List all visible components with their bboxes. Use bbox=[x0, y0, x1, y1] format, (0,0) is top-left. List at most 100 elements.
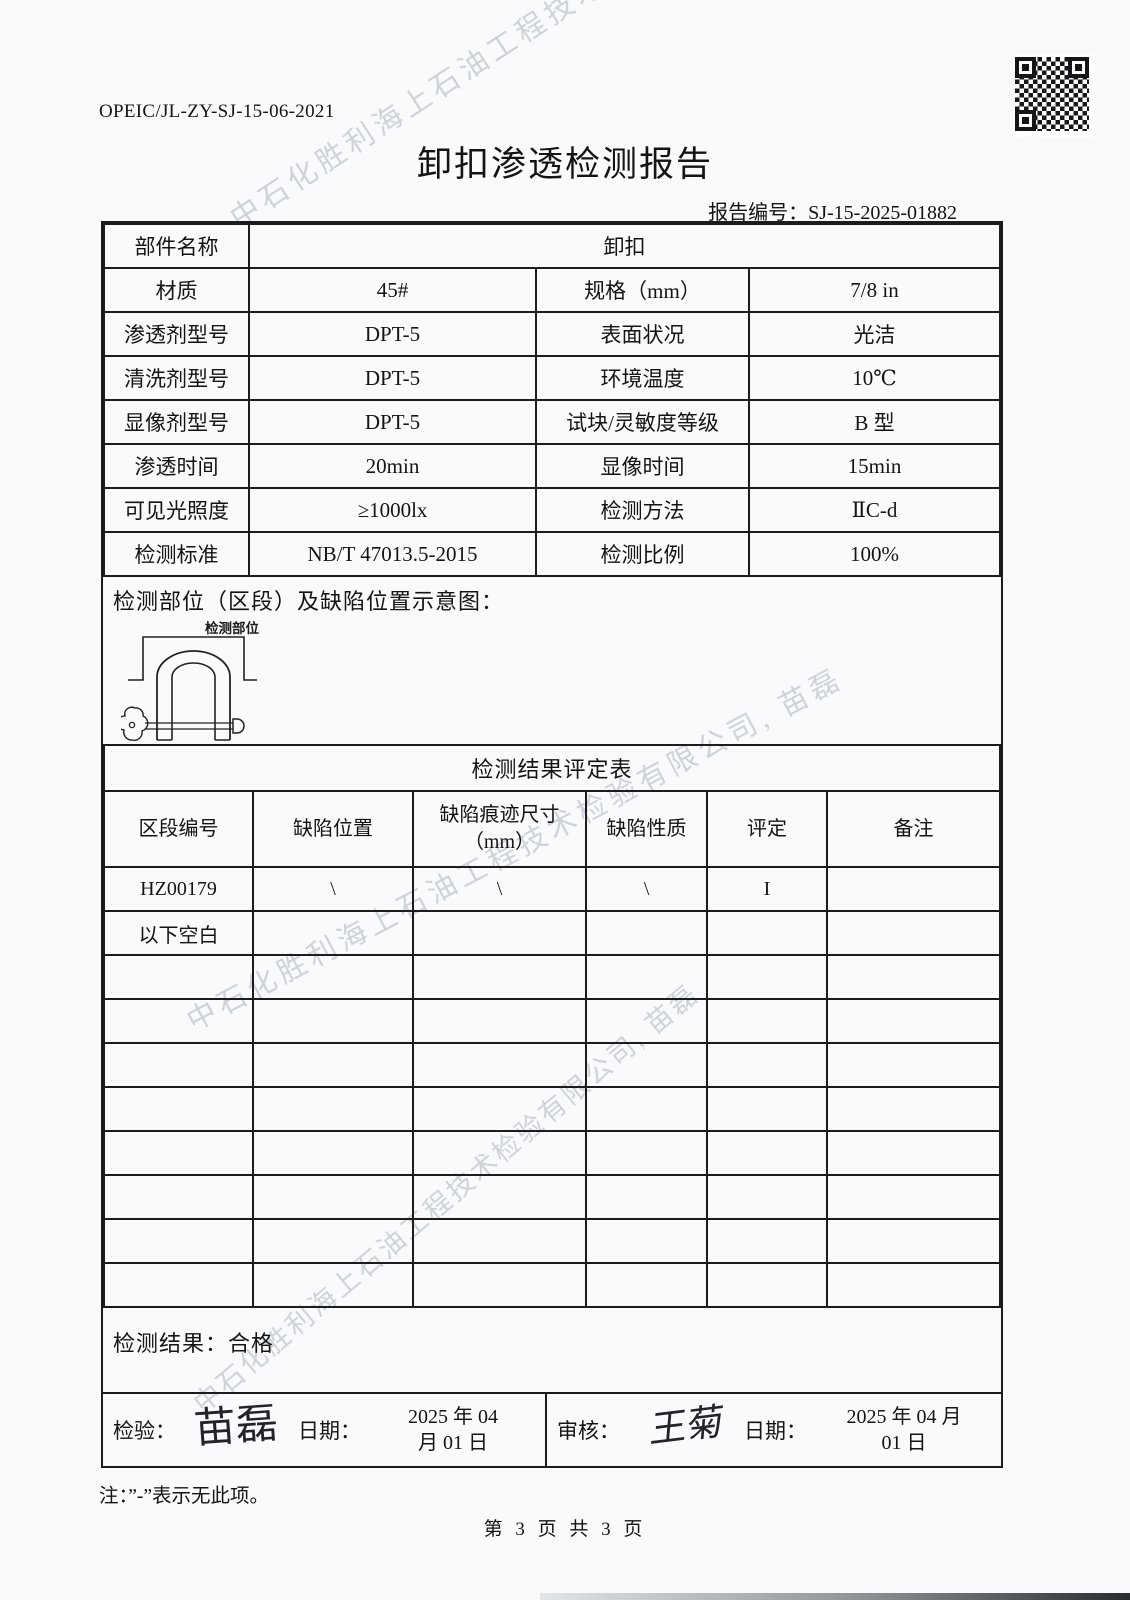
empty-cell bbox=[585, 954, 708, 1000]
field-value: DPT-5 bbox=[248, 355, 537, 401]
table-row bbox=[103, 1218, 1001, 1264]
cell-defect-size: \ bbox=[412, 866, 587, 912]
empty-cell bbox=[412, 1086, 587, 1132]
pin-head-hole bbox=[128, 721, 136, 729]
report-number-value: SJ-15-2025-01882 bbox=[808, 202, 957, 224]
empty-cell bbox=[706, 1174, 828, 1220]
empty-cell bbox=[103, 1042, 254, 1088]
empty-cell bbox=[412, 1218, 587, 1264]
empty-cell bbox=[412, 998, 587, 1044]
table-row bbox=[103, 1086, 1001, 1132]
shackle-diagram: 检测部位 bbox=[121, 620, 259, 741]
table-row: 渗透时间 20min 显像时间 15min bbox=[103, 443, 1001, 489]
reviewer-date-value: 2025 年 04 月 01 日 bbox=[846, 1406, 962, 1454]
inspector-date-label: 日期： bbox=[298, 1419, 362, 1443]
table-row bbox=[103, 1262, 1001, 1308]
empty-cell bbox=[706, 954, 828, 1000]
empty-cell bbox=[252, 1218, 414, 1264]
empty-cell bbox=[252, 1042, 414, 1088]
field-value: B 型 bbox=[748, 399, 1001, 445]
empty-cell bbox=[706, 1086, 828, 1132]
empty-cell bbox=[103, 1174, 254, 1220]
footnote: 注：”-”表示无此项。 bbox=[99, 1486, 270, 1507]
empty-cell bbox=[826, 1042, 1001, 1088]
empty-cell bbox=[706, 1262, 828, 1308]
conclusion-label: 检测结果： bbox=[113, 1331, 229, 1356]
empty-cell bbox=[103, 1262, 254, 1308]
inspector-label: 检验： bbox=[113, 1419, 176, 1443]
empty-cell bbox=[412, 1130, 587, 1176]
field-value: 45# bbox=[248, 267, 537, 313]
table-row: 渗透剂型号 DPT-5 表面状况 光洁 bbox=[103, 311, 1001, 357]
sketch-caption: 检测部位（区段）及缺陷位置示意图： bbox=[113, 589, 505, 614]
field-label: 可见光照度 bbox=[103, 487, 250, 533]
field-label: 表面状况 bbox=[535, 311, 750, 357]
cell-rating bbox=[706, 910, 828, 956]
empty-cell bbox=[826, 1262, 1001, 1308]
empty-cell bbox=[706, 1218, 828, 1264]
results-title: 检测结果评定表 bbox=[103, 744, 1001, 792]
empty-cell bbox=[103, 954, 254, 1000]
empty-cell bbox=[826, 1218, 1001, 1264]
empty-cell bbox=[826, 1086, 1001, 1132]
field-label: 试块/灵敏度等级 bbox=[535, 399, 750, 445]
table-row bbox=[103, 1130, 1001, 1176]
field-label: 检测标准 bbox=[103, 531, 250, 577]
table-row: 以下空白 bbox=[103, 910, 1001, 956]
reviewer-signature: 王菊 bbox=[648, 1401, 726, 1452]
part-name-label: 部件名称 bbox=[103, 223, 250, 269]
field-label: 环境温度 bbox=[535, 355, 750, 401]
column-header: 缺陷性质 bbox=[585, 790, 708, 868]
empty-cell bbox=[252, 998, 414, 1044]
reviewer-block: 审核： 王菊 日期： 2025 年 04 月 01 日 bbox=[545, 1394, 1001, 1466]
table-row: HZ00179 \ \ \ I bbox=[103, 866, 1001, 912]
column-header: 缺陷位置 bbox=[252, 790, 414, 868]
signoff-row: 检验： 苗磊 日期： 2025 年 04 月 01 日 审核： 王菊 日期： 2… bbox=[103, 1392, 1001, 1466]
empty-cell bbox=[585, 1086, 708, 1132]
empty-cell bbox=[706, 998, 828, 1044]
inspector-signature: 苗磊 bbox=[192, 1401, 280, 1453]
field-label: 材质 bbox=[103, 267, 250, 313]
column-header: 缺陷痕迹尺寸 （mm） bbox=[412, 790, 587, 868]
empty-cell bbox=[252, 1262, 414, 1308]
report-number: 报告编号：SJ-15-2025-01882 bbox=[0, 196, 957, 225]
field-label: 检测方法 bbox=[535, 487, 750, 533]
table-row bbox=[103, 1174, 1001, 1220]
results-header-row: 区段编号 缺陷位置 缺陷痕迹尺寸 （mm） 缺陷性质 评定 备注 bbox=[103, 790, 1001, 868]
empty-cell bbox=[826, 1130, 1001, 1176]
field-value: 光洁 bbox=[748, 311, 1001, 357]
pin-head-left bbox=[121, 706, 149, 741]
empty-cell bbox=[103, 1218, 254, 1264]
qr-code-icon bbox=[1013, 55, 1095, 137]
cell-defect-location bbox=[252, 910, 414, 956]
empty-cell bbox=[585, 1042, 708, 1088]
empty-cell bbox=[412, 1042, 587, 1088]
table-row: 检测标准 NB/T 47013.5-2015 检测比例 100% bbox=[103, 531, 1001, 577]
field-label: 清洗剂型号 bbox=[103, 355, 250, 401]
cell-rating: I bbox=[706, 866, 828, 912]
field-label: 规格（mm） bbox=[535, 267, 750, 313]
field-label: 显像时间 bbox=[535, 443, 750, 489]
results-table: 检测结果评定表 区段编号 缺陷位置 缺陷痕迹尺寸 （mm） 缺陷性质 评定 备注… bbox=[103, 744, 1001, 1308]
cell-defect-size bbox=[412, 910, 587, 956]
info-table: 部件名称 卸扣 材质 45# 规格（mm） 7/8 in 渗透剂型号 DPT-5… bbox=[103, 223, 1001, 577]
qr-finder-icon bbox=[1068, 57, 1089, 78]
inspection-zone-bracket bbox=[128, 636, 257, 681]
table-row bbox=[103, 954, 1001, 1000]
empty-cell bbox=[585, 1262, 708, 1308]
empty-cell bbox=[585, 1174, 708, 1220]
field-value: DPT-5 bbox=[248, 399, 537, 445]
page-title: 卸扣渗透检测报告 bbox=[416, 145, 713, 184]
field-value: 20min bbox=[248, 443, 537, 489]
cell-defect-location: \ bbox=[252, 866, 414, 912]
empty-cell bbox=[252, 1086, 414, 1132]
cell-remark bbox=[826, 866, 1001, 912]
cell-zone-id: HZ00179 bbox=[103, 866, 254, 912]
conclusion-row: 检测结果：合格 bbox=[103, 1308, 1001, 1392]
scan-edge-artifact bbox=[540, 1593, 1130, 1600]
empty-cell bbox=[826, 954, 1001, 1000]
table-row bbox=[103, 998, 1001, 1044]
column-header: 评定 bbox=[706, 790, 828, 868]
field-label: 渗透时间 bbox=[103, 443, 250, 489]
